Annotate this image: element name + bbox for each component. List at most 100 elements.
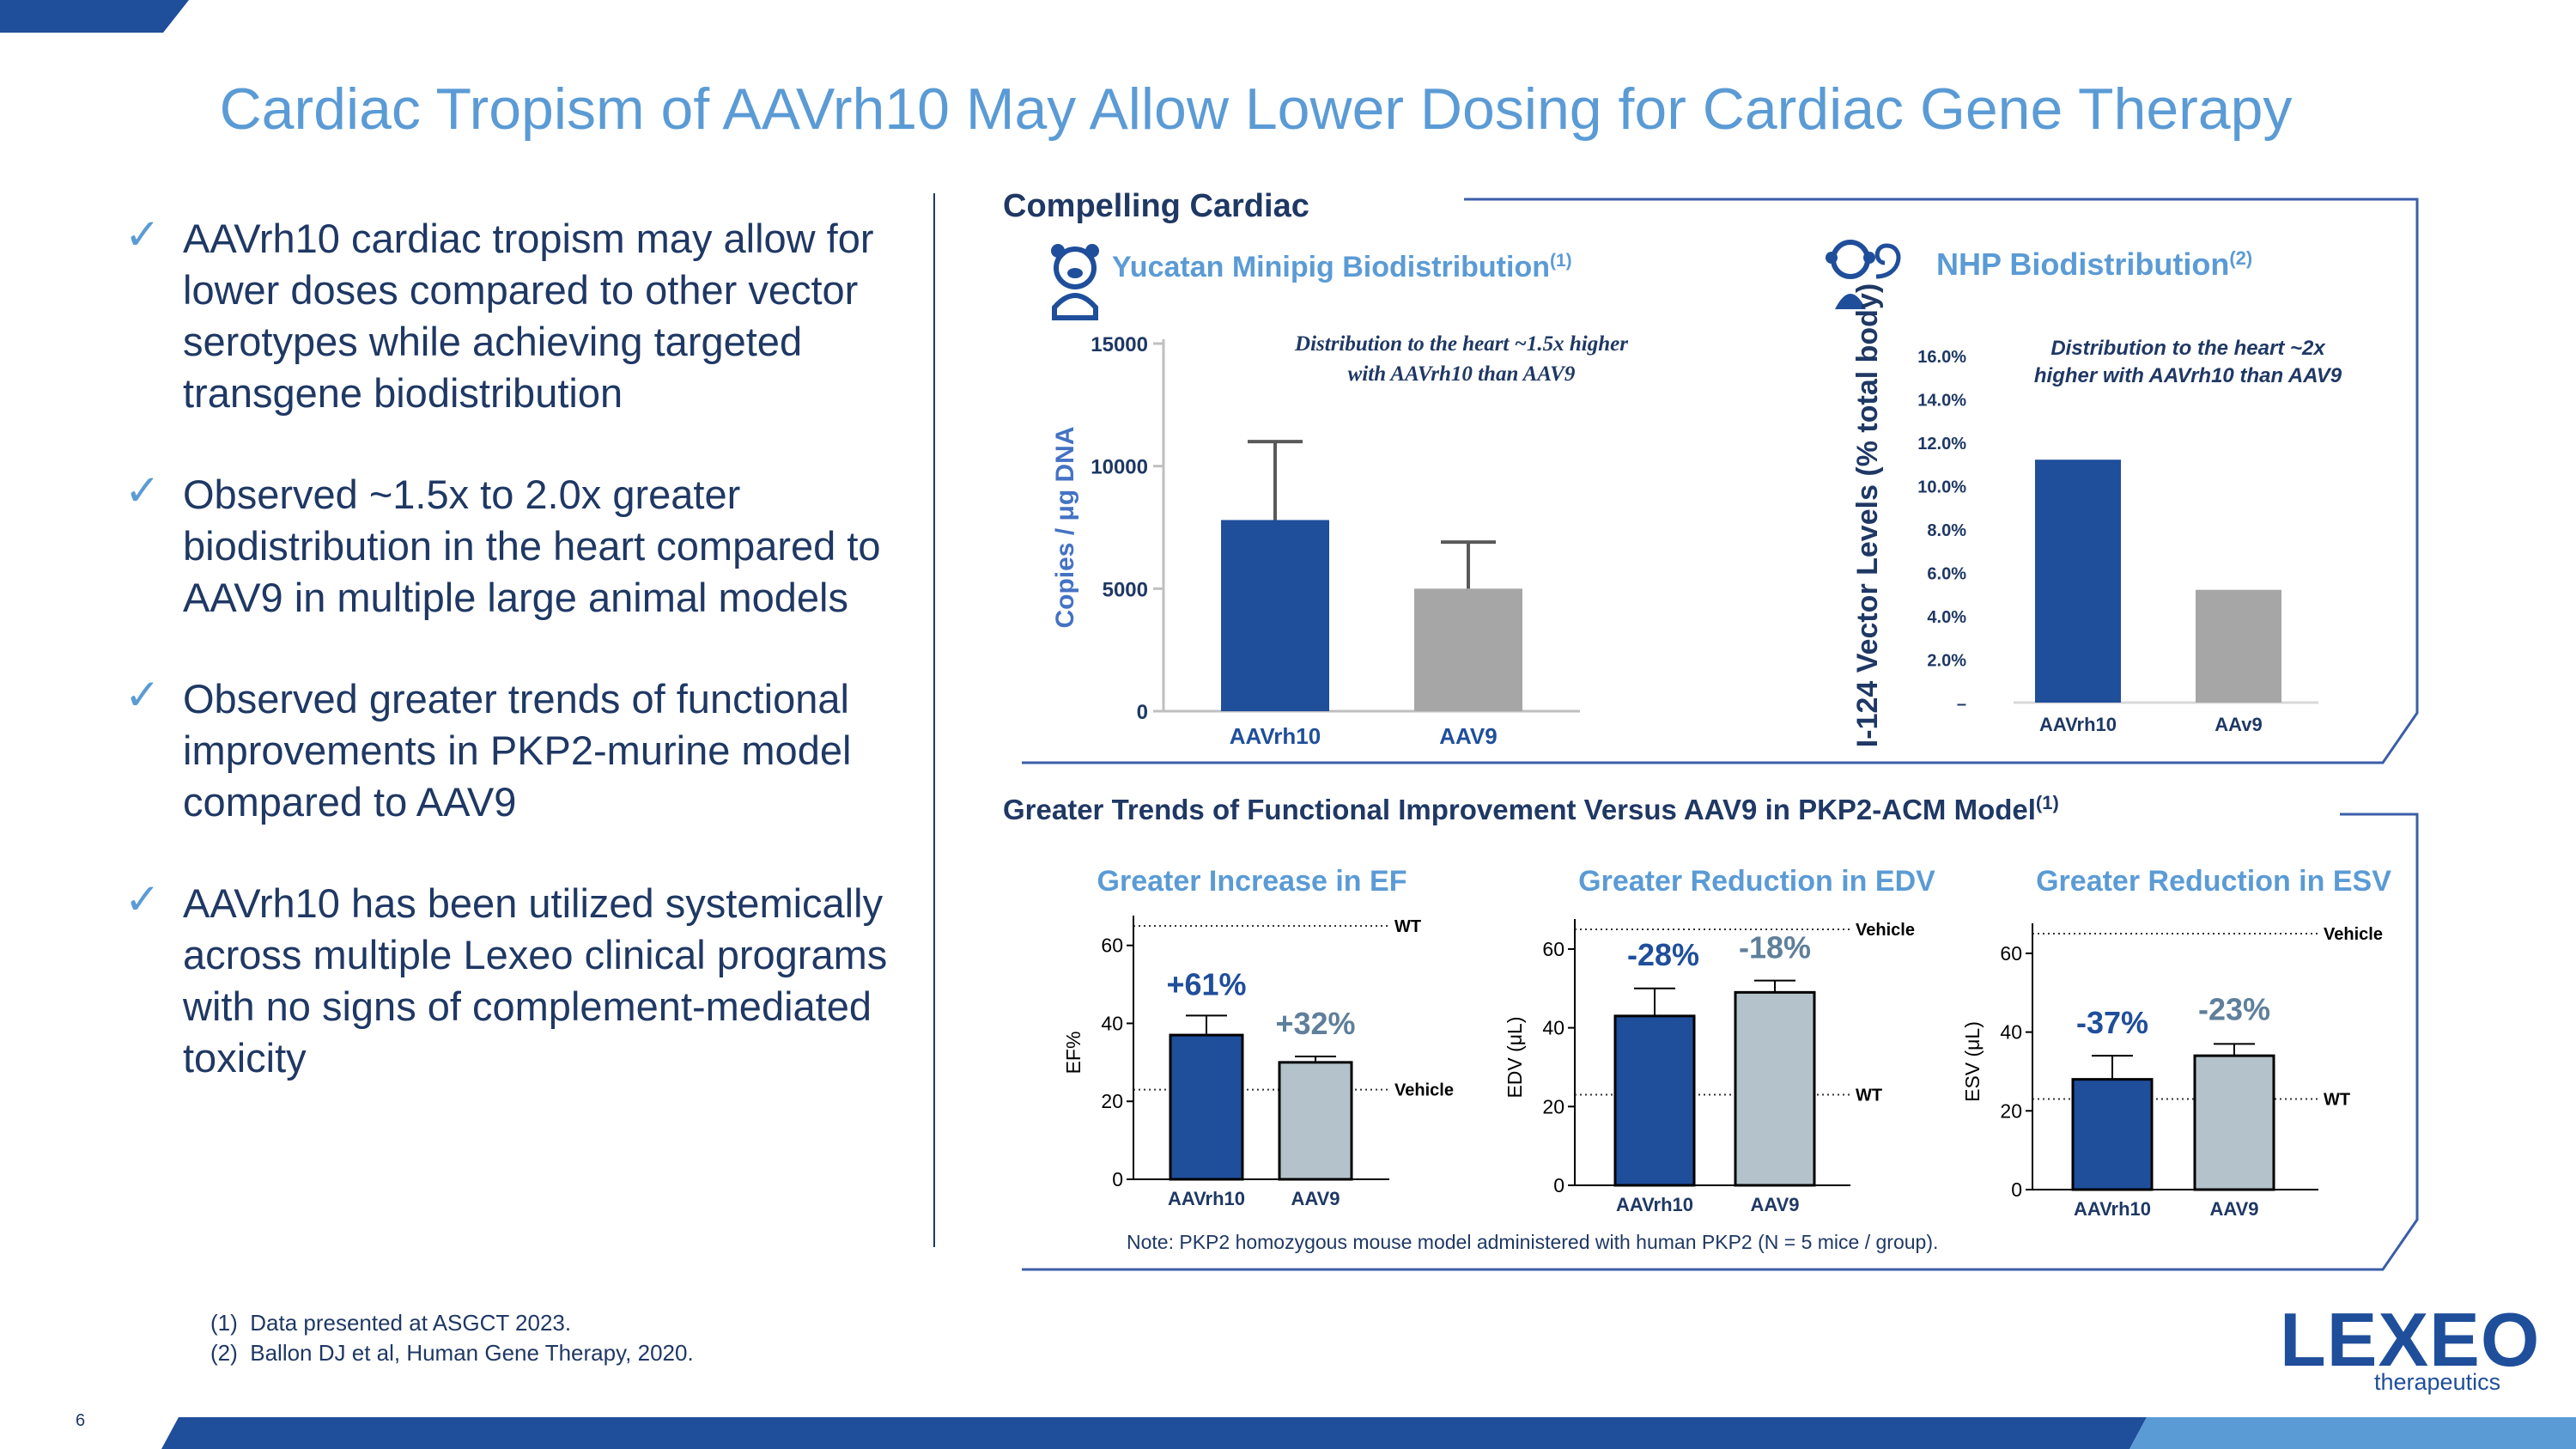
esv-y-tick-label: 20 [2000, 1099, 2022, 1122]
bullet-item: ✓ AAVrh10 has been utilized systemically… [125, 874, 923, 1084]
bullet-item: ✓ Observed ~1.5x to 2.0x greater biodist… [125, 466, 923, 624]
edv-x-tick-label: AAVrh10 [1616, 1194, 1693, 1215]
functional-frame [1022, 813, 2419, 1271]
minipig-annotation-line2: with AAVrh10 than AAV9 [1348, 362, 1576, 386]
minipig-chart-title: Yucatan Minipig Biodistribution(1) [1112, 251, 1572, 283]
edv-y-tick-label: 60 [1542, 938, 1564, 960]
icon-ear [1085, 244, 1099, 258]
footnote-number: (1) [210, 1310, 238, 1336]
ef-reference-label: Vehicle [1394, 1081, 1454, 1100]
edv-bar [1613, 1014, 1696, 1187]
page-number: 6 [76, 1411, 86, 1430]
esv-y-tick-label: 60 [2000, 942, 2022, 965]
edv-bar-label: -18% [1739, 930, 1811, 965]
ef-y-tick-label: 0 [1112, 1168, 1123, 1190]
esv-reference-label: WT [2324, 1091, 2350, 1110]
functional-header-superscript: (1) [2036, 792, 2059, 813]
logo-subtitle: therapeutics [2374, 1369, 2501, 1395]
minipig-y-tick-label: 10000 [1091, 456, 1148, 479]
nhp-chart-title-superscript: (2) [2229, 247, 2252, 269]
nhp-bar [2196, 589, 2281, 703]
nhp-y-tick-label: 6.0% [1927, 565, 1966, 584]
bullet-list: ✓ AAVrh10 cardiac tropism may allow for … [125, 210, 923, 1134]
ef-bar-label: +61% [1166, 966, 1246, 1002]
ef-bar [1169, 1033, 1244, 1181]
study-note: Note: PKP2 homozygous mouse model admini… [1127, 1231, 1938, 1253]
page-title: Cardiac Tropism of AAVrh10 May Allow Low… [219, 76, 2293, 142]
esv-bar-label: -37% [2076, 1005, 2148, 1040]
minipig-bar [1414, 588, 1522, 711]
esv-y-tick-label: 40 [2000, 1021, 2022, 1044]
esv-y-tick-label: 0 [2011, 1178, 2022, 1201]
minipig-chart-title-text: Yucatan Minipig Biodistribution [1112, 251, 1550, 283]
edv-y-tick-label: 0 [1553, 1174, 1564, 1196]
edv-y-tick-label: 40 [1542, 1017, 1564, 1039]
ef-y-tick-label: 40 [1101, 1012, 1123, 1034]
nhp-y-tick-label: 4.0% [1927, 608, 1966, 627]
nhp-y-tick-label: – [1957, 695, 1966, 714]
esv-x-tick-label: AAV9 [2209, 1198, 2258, 1220]
icon-ear [1863, 252, 1875, 264]
minipig-y-tick-label: 5000 [1103, 578, 1148, 601]
footnote-text: Data presented at ASGCT 2023. [250, 1310, 572, 1336]
ef-chart-title: Greater Increase in EF [1097, 865, 1407, 898]
bullet-item: ✓ AAVrh10 cardiac tropism may allow for … [125, 210, 923, 419]
icon-head [1054, 247, 1097, 289]
minipig-x-tick-label: AAVrh10 [1230, 723, 1321, 749]
minipig-icon [1051, 244, 1099, 320]
lexeo-logo: LEXEO therapeutics [2280, 1297, 2541, 1396]
nhp-y-tick-label: 10.0% [1917, 478, 1966, 497]
ef-y-axis-label: EF% [1062, 1032, 1084, 1075]
esv-bar-label: -23% [2198, 991, 2270, 1026]
ef-bar [1278, 1061, 1353, 1181]
edv-bar-label: -28% [1627, 937, 1699, 972]
nhp-annotation-line1: Distribution to the heart ~2x [2050, 337, 2326, 360]
checkmark-icon: ✓ [125, 210, 161, 259]
checkmark-icon: ✓ [125, 466, 161, 515]
nhp-y-tick-label: 16.0% [1917, 348, 1966, 367]
bullet-text: AAVrh10 cardiac tropism may allow for lo… [183, 216, 874, 416]
monkey-icon [1826, 240, 1901, 309]
icon-tail [1874, 243, 1901, 279]
edv-bar [1734, 990, 1816, 1187]
icon-snout [1067, 268, 1083, 278]
footnote-2: (2) Ballon DJ et al, Human Gene Therapy,… [210, 1338, 694, 1368]
nhp-x-tick-label: AAv9 [2215, 714, 2262, 735]
edv-reference-label: Vehicle [1856, 921, 1915, 940]
edv-x-tick-label: AAV9 [1750, 1194, 1799, 1215]
bottom-stripe-light [2129, 1417, 2576, 1449]
edv-y-tick-label: 20 [1542, 1095, 1564, 1117]
esv-chart-title: Greater Reduction in ESV [2036, 865, 2391, 898]
nhp-chart-title: NHP Biodistribution(2) [1936, 247, 2252, 282]
esv-x-tick-label: AAVrh10 [2074, 1198, 2151, 1220]
ef-x-tick-label: AAVrh10 [1168, 1188, 1245, 1209]
minipig-bar [1221, 520, 1329, 711]
nhp-chart-title-text: NHP Biodistribution [1936, 247, 2229, 282]
icon-head [1831, 240, 1870, 279]
icon-body [1835, 294, 1866, 309]
footnote-number: (2) [210, 1340, 238, 1366]
ef-x-tick-label: AAV9 [1291, 1188, 1340, 1209]
functional-header-text: Greater Trends of Functional Improvement… [1003, 794, 2036, 825]
nhp-annotation-line2: higher with AAVrh10 than AAV9 [2034, 364, 2342, 387]
minipig-y-tick-label: 15000 [1091, 333, 1148, 356]
esv-reference-label: Vehicle [2324, 925, 2383, 944]
bullet-text: Observed greater trends of functional im… [183, 676, 852, 825]
ef-reference-label: WT [1394, 917, 1421, 936]
minipig-y-tick-label: 0 [1137, 701, 1148, 724]
footnote-1: (1) Data presented at ASGCT 2023. [210, 1308, 694, 1338]
esv-bar [2071, 1078, 2154, 1191]
nhp-y-tick-label: 8.0% [1927, 521, 1966, 540]
checkmark-icon: ✓ [125, 670, 161, 720]
nhp-y-tick-label: 2.0% [1927, 652, 1966, 671]
nhp-bar [2035, 460, 2121, 703]
icon-ear [1051, 244, 1065, 258]
edv-chart-title: Greater Reduction in EDV [1578, 865, 1935, 898]
esv-bar [2193, 1054, 2275, 1191]
bullet-item: ✓ Observed greater trends of functional … [125, 670, 923, 828]
checkmark-icon: ✓ [125, 874, 161, 924]
footnote-text: Ballon DJ et al, Human Gene Therapy, 202… [250, 1340, 694, 1366]
logo-word: LEXEO [2280, 1297, 2541, 1382]
